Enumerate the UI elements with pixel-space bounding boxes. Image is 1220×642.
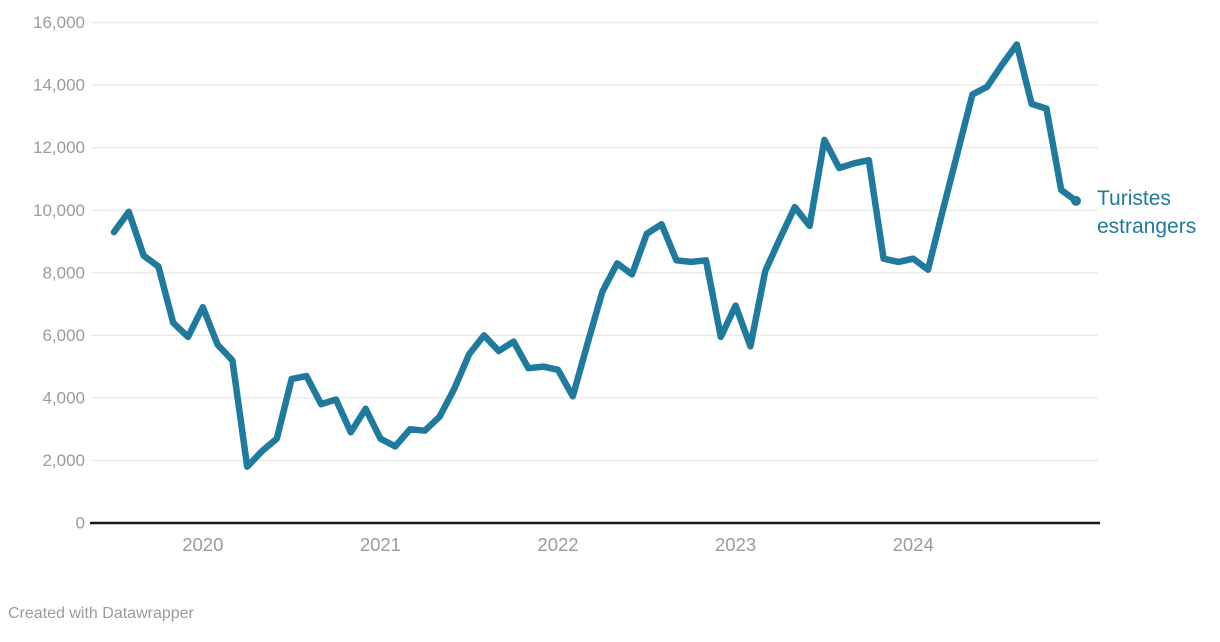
series-line	[110, 41, 1080, 470]
y-tick-label: 10,000	[33, 201, 85, 220]
y-tick-label: 14,000	[33, 76, 85, 95]
x-tick-label: 2023	[715, 534, 756, 555]
y-tick-label: 6,000	[42, 326, 85, 345]
y-tick-label: 12,000	[33, 138, 85, 157]
y-tick-label: 0	[76, 514, 85, 533]
y-tick-label: 16,000	[33, 13, 85, 32]
datawrapper-credit: Created with Datawrapper	[8, 605, 194, 622]
series-label: Turistes estrangers	[1097, 187, 1197, 238]
x-tick-label: 2024	[893, 534, 934, 555]
series-end-dot	[1071, 195, 1081, 206]
y-tick-label: 4,000	[42, 388, 85, 407]
y-tick-label: 2,000	[42, 451, 85, 470]
x-tick-label: 2022	[537, 534, 578, 555]
y-tick-label: 8,000	[42, 263, 85, 282]
x-tick-label: 2021	[360, 534, 401, 555]
x-tick-label: 2020	[182, 534, 223, 555]
